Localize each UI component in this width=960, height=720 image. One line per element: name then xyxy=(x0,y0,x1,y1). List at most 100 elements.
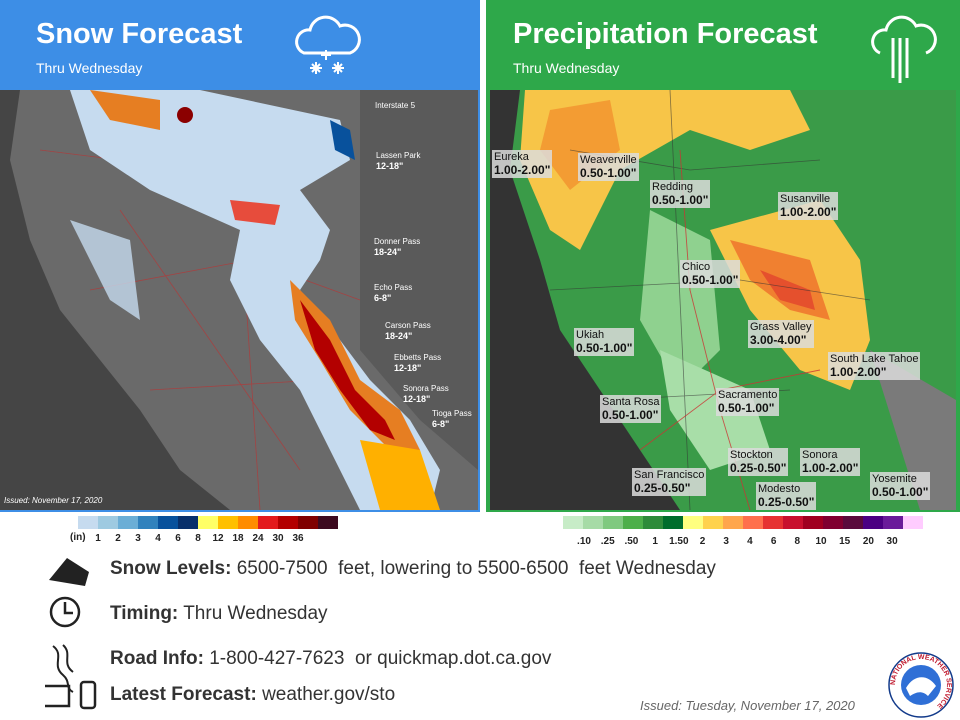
place-name: Stockton xyxy=(730,449,773,461)
info-text: 6500-7500 feet, lowering to 5500-6500 fe… xyxy=(236,558,716,579)
snow-label: Ebbetts Pass 12-18" xyxy=(394,352,441,374)
place-amount: 0.50-1.00" xyxy=(718,401,775,415)
place-amount: 0.50-1.00" xyxy=(652,193,709,207)
rain-icon xyxy=(871,15,937,83)
precip-label: Sacramento 0.50-1.00" xyxy=(716,388,780,416)
legend-swatch xyxy=(723,516,743,529)
place-amount: 18-24" xyxy=(374,247,402,257)
legend-swatch xyxy=(703,516,723,529)
legend-label: 18 xyxy=(232,533,244,544)
legend-swatch xyxy=(823,516,843,529)
place-amount: 0.25-0.50" xyxy=(634,481,691,495)
info-label: Road Info: xyxy=(110,648,204,669)
legend-swatch xyxy=(158,516,178,529)
legend-label: 3 xyxy=(723,536,729,547)
legend-swatch xyxy=(843,516,863,529)
legend-label: 24 xyxy=(252,533,264,544)
legend-label: 1.50 xyxy=(669,536,689,547)
precip-label: Susanville 1.00-2.00" xyxy=(778,192,839,220)
legend-swatch xyxy=(178,516,198,529)
legend-swatch xyxy=(198,516,218,529)
legend-swatch xyxy=(783,516,803,529)
place-name: Carson Pass xyxy=(385,321,431,330)
precip-label: San Francisco 0.25-0.50" xyxy=(632,468,707,496)
precip-label: South Lake Tahoe 1.00-2.00" xyxy=(828,352,921,380)
info-text: Thru Wednesday xyxy=(183,603,328,624)
legend-label: 4 xyxy=(747,536,753,547)
legend-label: 6 xyxy=(175,533,181,544)
place-name: Ebbetts Pass xyxy=(394,353,442,362)
snow-label: Tioga Pass 6-8" xyxy=(432,408,472,430)
place-amount: 0.25-0.50" xyxy=(758,495,815,509)
place-amount: 18-24" xyxy=(385,331,413,341)
legend-label: 2 xyxy=(699,536,706,547)
place-name: Ukiah xyxy=(576,329,605,341)
place-name: San Francisco xyxy=(634,469,705,481)
precip-label: Eureka 1.00-2.00" xyxy=(492,150,553,178)
legend-label: 10 xyxy=(815,536,827,547)
info-icons xyxy=(45,558,97,710)
precip-label: Redding 0.50-1.00" xyxy=(650,180,711,208)
place-amount: 3.00-4.00" xyxy=(750,333,807,347)
precip-label: Modesto 0.25-0.50" xyxy=(756,482,817,510)
legend-label: 20 xyxy=(862,536,874,547)
snow-icon xyxy=(295,15,361,74)
place-name: Redding xyxy=(652,181,693,193)
precip-label: Grass Valley 3.00-4.00" xyxy=(748,320,814,348)
snow-subtitle: Thru Wednesday xyxy=(36,60,143,76)
info-row: Latest Forecast: weather.gov/sto xyxy=(110,684,395,706)
info-text: weather.gov/sto xyxy=(262,684,396,705)
info-label: Latest Forecast: xyxy=(110,684,257,705)
place-name: Sonora xyxy=(802,449,838,461)
legend-swatch xyxy=(883,516,903,529)
legend-swatch xyxy=(603,516,623,529)
snow-label: Sonora Pass 12-18" xyxy=(403,383,449,405)
legend-swatch xyxy=(683,516,703,529)
legend-label: 30 xyxy=(272,533,284,544)
legend-label: .25 xyxy=(600,536,615,547)
legend-swatch xyxy=(258,516,278,529)
legend-swatch xyxy=(278,516,298,529)
place-name: Weaverville xyxy=(580,154,637,166)
legend-unit: (in) xyxy=(70,532,86,543)
precip-label: Weaverville 0.50-1.00" xyxy=(578,153,639,181)
place-name: Grass Valley xyxy=(750,321,812,333)
legend-label: 1 xyxy=(95,533,101,544)
place-name: Echo Pass xyxy=(374,283,413,292)
legend-label: 2 xyxy=(115,533,121,544)
legend-label: .50 xyxy=(624,536,639,547)
place-amount: 1.00-2.00" xyxy=(830,365,887,379)
info-label: Timing: xyxy=(110,603,179,624)
legend-label: 1 xyxy=(652,536,658,547)
legend-swatch xyxy=(583,516,603,529)
place-amount: 1.00-2.00" xyxy=(494,163,551,177)
place-amount: 1.00-2.00" xyxy=(802,461,859,475)
info-row: Snow Levels: 6500-7500 feet, lowering to… xyxy=(110,558,716,580)
legend-label: 8 xyxy=(195,533,201,544)
legend-swatch xyxy=(803,516,823,529)
legend-swatch xyxy=(218,516,238,529)
place-amount: 12-18" xyxy=(394,363,422,373)
legend-swatch xyxy=(863,516,883,529)
place-amount: 6-8" xyxy=(432,419,450,429)
place-name: Tioga Pass xyxy=(432,409,472,418)
legend-label: 15 xyxy=(839,536,851,547)
place-name: Eureka xyxy=(494,151,529,163)
precip-subtitle: Thru Wednesday xyxy=(513,60,620,76)
legend-swatch xyxy=(563,516,583,529)
legend-swatch xyxy=(238,516,258,529)
snow-label: Lassen Park 12-18" xyxy=(376,150,420,172)
precip-label: Yosemite 0.50-1.00" xyxy=(870,472,931,500)
place-amount: 0.25-0.50" xyxy=(730,461,787,475)
place-name: Chico xyxy=(682,261,711,273)
place-amount: 0.50-1.00" xyxy=(682,273,739,287)
place-amount: 12-18" xyxy=(376,161,404,171)
legend-label: 30 xyxy=(886,536,898,547)
snow-label: Echo Pass 6-8" xyxy=(374,282,412,304)
place-amount: 12-18" xyxy=(403,394,431,404)
place-name: Sacramento xyxy=(718,389,778,401)
place-amount: 0.50-1.00" xyxy=(872,485,929,499)
precip-map xyxy=(490,90,956,510)
nws-logo: NATIONAL WEATHER SERVICE xyxy=(888,652,954,718)
